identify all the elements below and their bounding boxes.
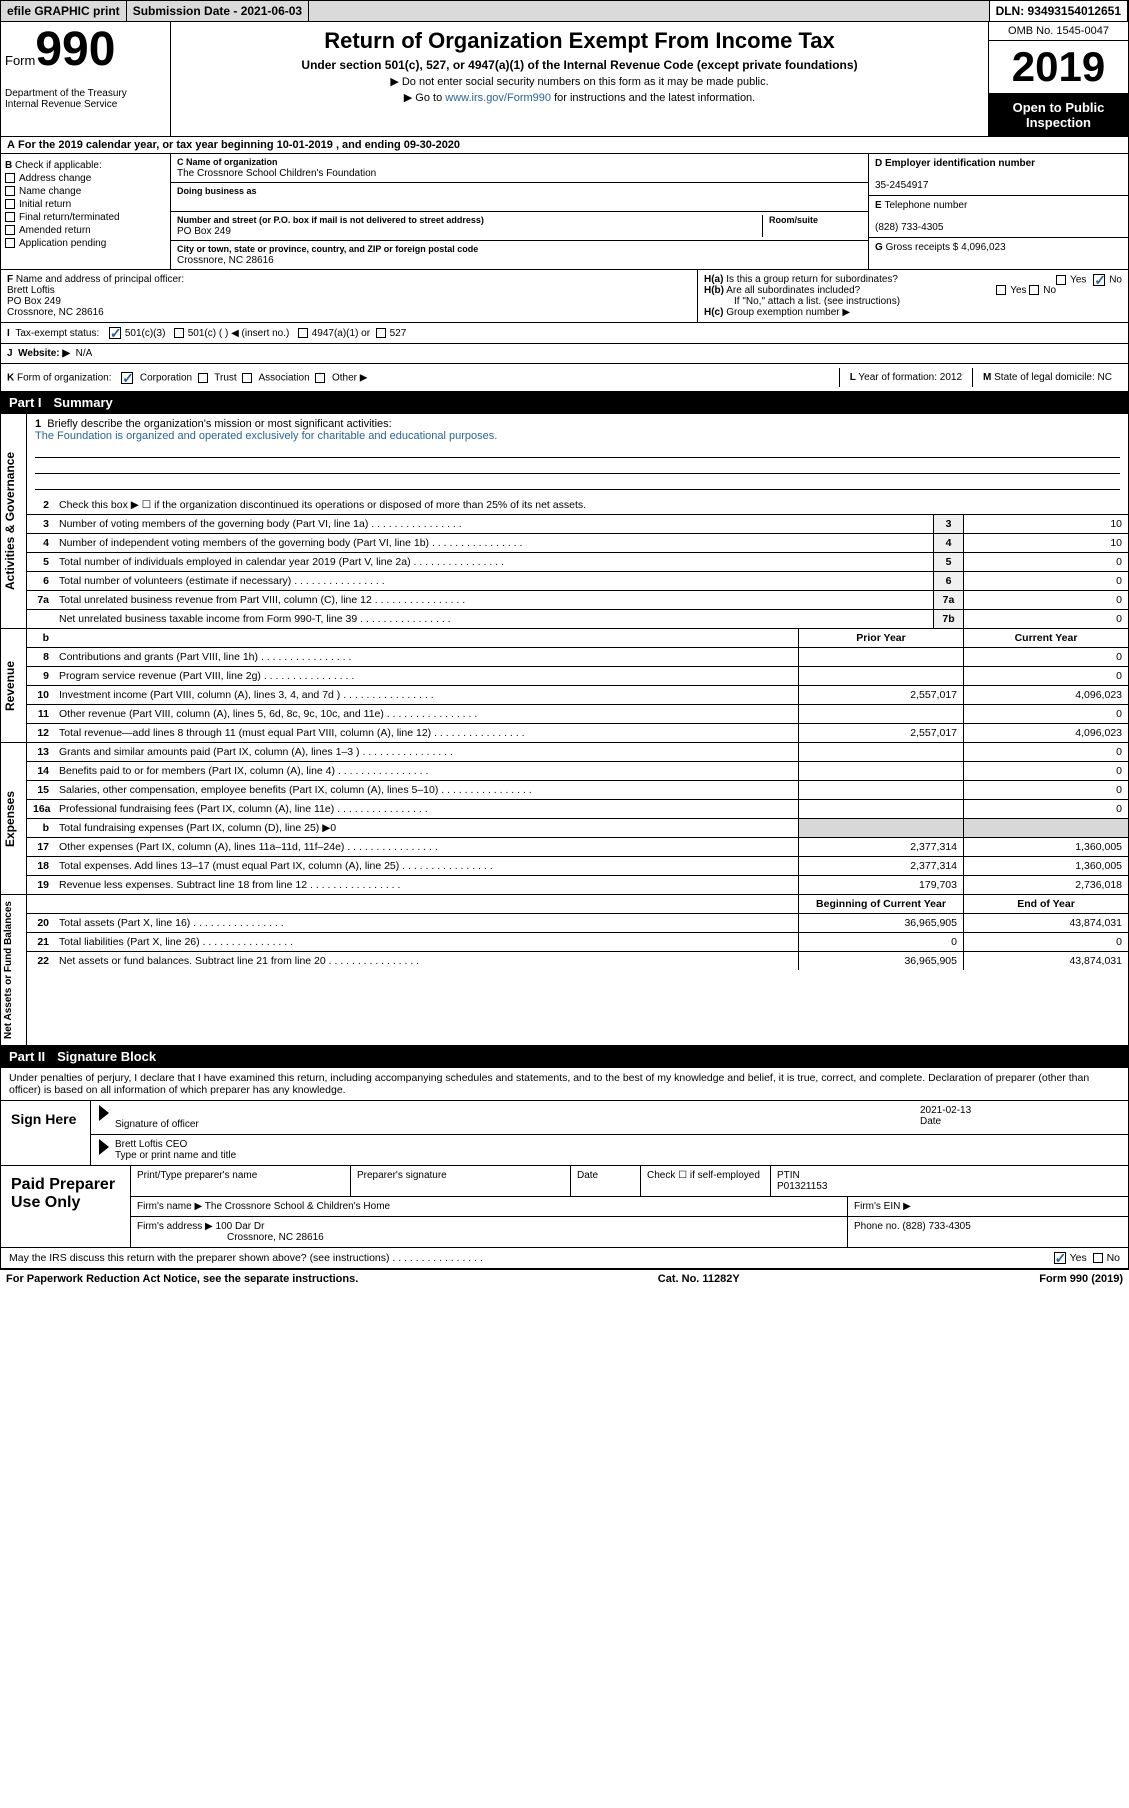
declaration: Under penalties of perjury, I declare th… <box>1 1068 1128 1100</box>
paperwork-notice: For Paperwork Reduction Act Notice, see … <box>6 1273 358 1285</box>
form-number: 990 <box>35 23 115 76</box>
form-label: Form <box>5 53 35 68</box>
paid-preparer: Paid Preparer Use Only Print/Type prepar… <box>0 1166 1129 1248</box>
omb-number: OMB No. 1545-0047 <box>989 22 1128 41</box>
row-j: J Website: ▶ N/A <box>0 344 1129 364</box>
form-ref: Form 990 (2019) <box>1039 1273 1123 1285</box>
block-bcd: B Check if applicable: Address change Na… <box>0 154 1129 270</box>
arrow-icon <box>99 1139 109 1155</box>
note-link: ▶ Go to www.irs.gov/Form990 for instruct… <box>177 91 982 104</box>
col-f: F Name and address of principal officer:… <box>1 270 698 322</box>
part1-exp: Expenses 13Grants and similar amounts pa… <box>0 743 1129 895</box>
col-b: B Check if applicable: Address change Na… <box>1 154 171 269</box>
irs-discuss: May the IRS discuss this return with the… <box>0 1248 1129 1269</box>
irs-link[interactable]: www.irs.gov/Form990 <box>445 92 551 104</box>
note-ssn: ▶ Do not enter social security numbers o… <box>177 75 982 88</box>
topbar: efile GRAPHIC print Submission Date - 20… <box>0 0 1129 22</box>
vtab-ag: Activities & Governance <box>1 414 27 628</box>
part1-rev: Revenue bPrior YearCurrent Year 8Contrib… <box>0 629 1129 743</box>
irs: Internal Revenue Service <box>5 99 166 110</box>
col-c: C Name of organizationThe Crossnore Scho… <box>171 154 868 269</box>
cat-no: Cat. No. 11282Y <box>658 1273 740 1285</box>
part1-na: Net Assets or Fund Balances Beginning of… <box>0 895 1129 1046</box>
open-inspection: Open to Public Inspection <box>989 94 1128 136</box>
topbar-spacer <box>309 1 989 21</box>
arrow-icon <box>99 1105 109 1121</box>
part1-header: Part ISummary <box>0 392 1129 414</box>
vtab-na: Net Assets or Fund Balances <box>1 895 27 1045</box>
dln: DLN: 93493154012651 <box>990 1 1128 21</box>
efile-btn[interactable]: efile GRAPHIC print <box>1 1 127 21</box>
submission-date: Submission Date - 2021-06-03 <box>127 1 309 21</box>
dept-treasury: Department of the Treasury <box>5 88 166 99</box>
signature-block: Under penalties of perjury, I declare th… <box>0 1068 1129 1166</box>
form-subtitle: Under section 501(c), 527, or 4947(a)(1)… <box>177 58 982 72</box>
block-fh: F Name and address of principal officer:… <box>0 270 1129 323</box>
vtab-rev: Revenue <box>1 629 27 742</box>
preparer-label: Paid Preparer Use Only <box>1 1166 131 1247</box>
col-h: H(a) Is this a group return for subordin… <box>698 270 1128 322</box>
form-header: Form990 Department of the Treasury Inter… <box>0 22 1129 137</box>
row-i: I Tax-exempt status: 501(c)(3) 501(c) ( … <box>0 323 1129 344</box>
footer: For Paperwork Reduction Act Notice, see … <box>0 1269 1129 1288</box>
sign-here-label: Sign Here <box>1 1101 91 1165</box>
vtab-exp: Expenses <box>1 743 27 894</box>
row-k: K Form of organization: Corporation Trus… <box>0 364 1129 392</box>
form-title: Return of Organization Exempt From Incom… <box>177 28 982 54</box>
col-d: D Employer identification number35-24549… <box>868 154 1128 269</box>
mission-text[interactable]: The Foundation is organized and operated… <box>35 430 497 442</box>
tax-year: 2019 <box>989 41 1128 94</box>
part1-ag: Activities & Governance 1 Briefly descri… <box>0 414 1129 629</box>
row-a: A For the 2019 calendar year, or tax yea… <box>0 137 1129 154</box>
part2-header: Part IISignature Block <box>0 1046 1129 1068</box>
